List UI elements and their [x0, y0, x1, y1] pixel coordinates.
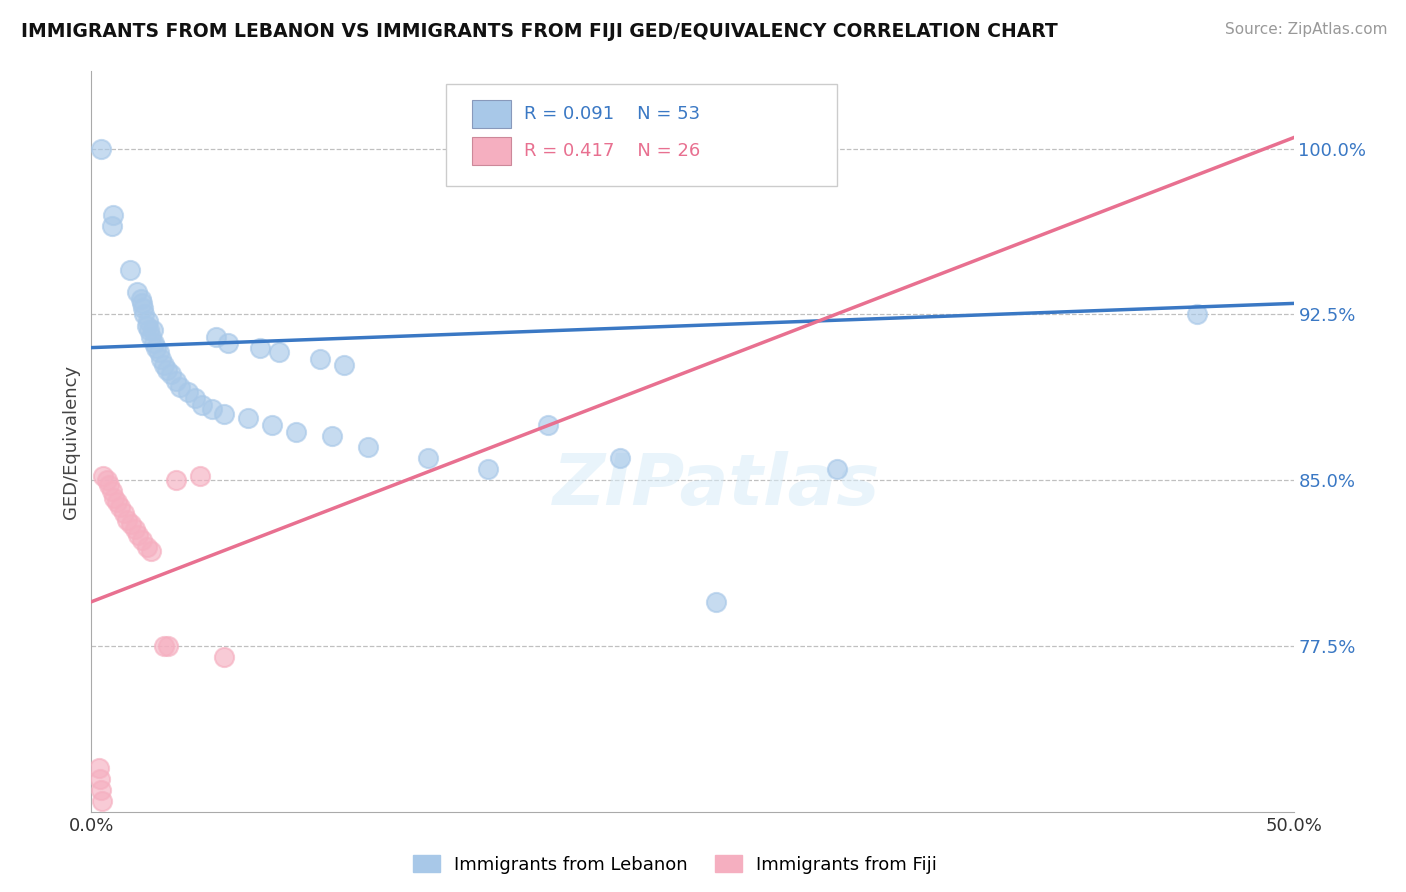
Point — [105, 495, 128, 509]
Point — [91, 794, 114, 808]
Point — [93, 468, 115, 483]
Point — [87, 760, 110, 774]
Point — [110, 500, 132, 514]
Point — [131, 296, 153, 310]
Point — [212, 407, 235, 421]
Point — [89, 772, 111, 786]
Point — [145, 341, 167, 355]
Point — [96, 473, 118, 487]
FancyBboxPatch shape — [472, 137, 510, 165]
Point — [135, 318, 157, 333]
Point — [200, 402, 222, 417]
Point — [131, 533, 153, 547]
Point — [176, 384, 198, 399]
FancyBboxPatch shape — [472, 100, 510, 128]
Text: R = 0.091    N = 53: R = 0.091 N = 53 — [524, 105, 700, 123]
Point — [125, 285, 148, 300]
Point — [267, 345, 290, 359]
Point — [260, 417, 283, 432]
Point — [357, 440, 380, 454]
Point — [124, 522, 146, 536]
Point — [150, 351, 173, 366]
Point — [138, 323, 160, 337]
Point — [98, 477, 121, 491]
Point — [118, 263, 141, 277]
Point — [169, 380, 191, 394]
Point — [333, 359, 356, 373]
Point — [825, 462, 848, 476]
Point — [159, 367, 181, 381]
Point — [609, 451, 631, 466]
Point — [165, 374, 187, 388]
Legend: Immigrants from Lebanon, Immigrants from Fiji: Immigrants from Lebanon, Immigrants from… — [405, 848, 945, 881]
Point — [90, 782, 112, 797]
Point — [212, 650, 235, 665]
Point — [249, 341, 271, 355]
Point — [101, 219, 124, 233]
Point — [142, 323, 165, 337]
Y-axis label: GED/Equivalency: GED/Equivalency — [62, 365, 80, 518]
Point — [148, 345, 170, 359]
Point — [1187, 308, 1209, 322]
Point — [132, 301, 155, 315]
Point — [205, 329, 228, 343]
Point — [156, 362, 179, 376]
Point — [127, 528, 149, 542]
Point — [188, 468, 211, 483]
Text: R = 0.417    N = 26: R = 0.417 N = 26 — [524, 143, 700, 161]
Point — [191, 398, 214, 412]
Point — [157, 639, 180, 653]
Point — [90, 142, 112, 156]
Point — [141, 329, 163, 343]
Point — [136, 314, 159, 328]
Point — [416, 451, 439, 466]
Point — [129, 292, 152, 306]
FancyBboxPatch shape — [446, 84, 837, 186]
Text: IMMIGRANTS FROM LEBANON VS IMMIGRANTS FROM FIJI GED/EQUIVALENCY CORRELATION CHAR: IMMIGRANTS FROM LEBANON VS IMMIGRANTS FR… — [21, 22, 1057, 41]
Point — [284, 425, 307, 439]
Point — [321, 429, 343, 443]
Point — [236, 411, 259, 425]
Point — [217, 336, 239, 351]
Point — [135, 540, 157, 554]
Point — [477, 462, 499, 476]
Point — [112, 507, 135, 521]
Point — [101, 208, 124, 222]
Text: Source: ZipAtlas.com: Source: ZipAtlas.com — [1225, 22, 1388, 37]
Text: ZIPatlas: ZIPatlas — [553, 451, 880, 520]
Point — [165, 473, 187, 487]
Point — [141, 544, 163, 558]
Point — [117, 513, 139, 527]
Point — [308, 351, 330, 366]
Point — [134, 308, 156, 322]
Point — [120, 517, 142, 532]
Point — [184, 392, 207, 406]
Point — [101, 484, 124, 499]
Point — [537, 417, 560, 432]
Point — [152, 639, 174, 653]
Point — [152, 359, 174, 373]
Point — [706, 595, 728, 609]
Point — [103, 491, 125, 505]
Point — [142, 336, 165, 351]
Point — [814, 142, 837, 156]
